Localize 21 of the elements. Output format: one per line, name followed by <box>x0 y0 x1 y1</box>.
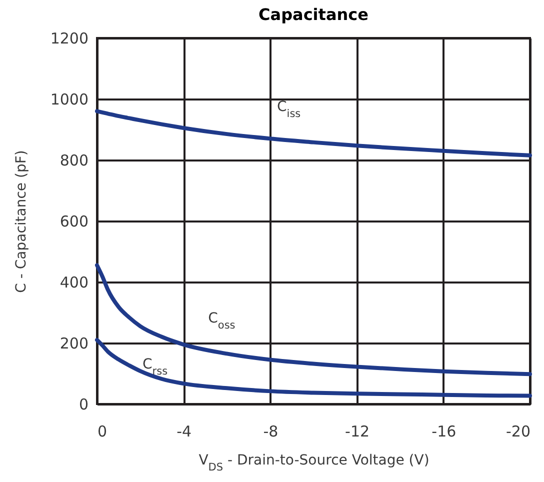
x-tick-label: -16 <box>432 422 456 440</box>
y-tick-label: 400 <box>60 274 88 292</box>
x-tick-label: -20 <box>506 422 530 440</box>
y-axis-title: C - Capacitance (pF) <box>13 150 30 293</box>
series-label: C$_{oss}$ <box>208 310 236 332</box>
x-tick-label: -12 <box>345 422 370 440</box>
y-tick-label: 1000 <box>50 90 88 108</box>
y-tick-label: 800 <box>60 152 88 170</box>
series-label: C$_{rss}$ <box>142 356 168 378</box>
x-tick-label: -4 <box>176 422 192 440</box>
y-tick-label: 1200 <box>50 30 88 48</box>
x-axis-title: V$_{DS}$ - Drain-to-Source Voltage (V) <box>198 452 430 474</box>
chart-title: Capacitance <box>258 5 369 24</box>
x-tick-label: -8 <box>263 422 278 440</box>
line-series <box>95 338 532 398</box>
y-tick-label: 0 <box>78 396 88 414</box>
line-series <box>95 263 532 376</box>
y-tick-label: 600 <box>60 212 88 230</box>
x-tick-label: 0 <box>98 422 108 440</box>
y-tick-label: 200 <box>60 334 88 352</box>
series-label: C$_{iss}$ <box>277 99 301 120</box>
